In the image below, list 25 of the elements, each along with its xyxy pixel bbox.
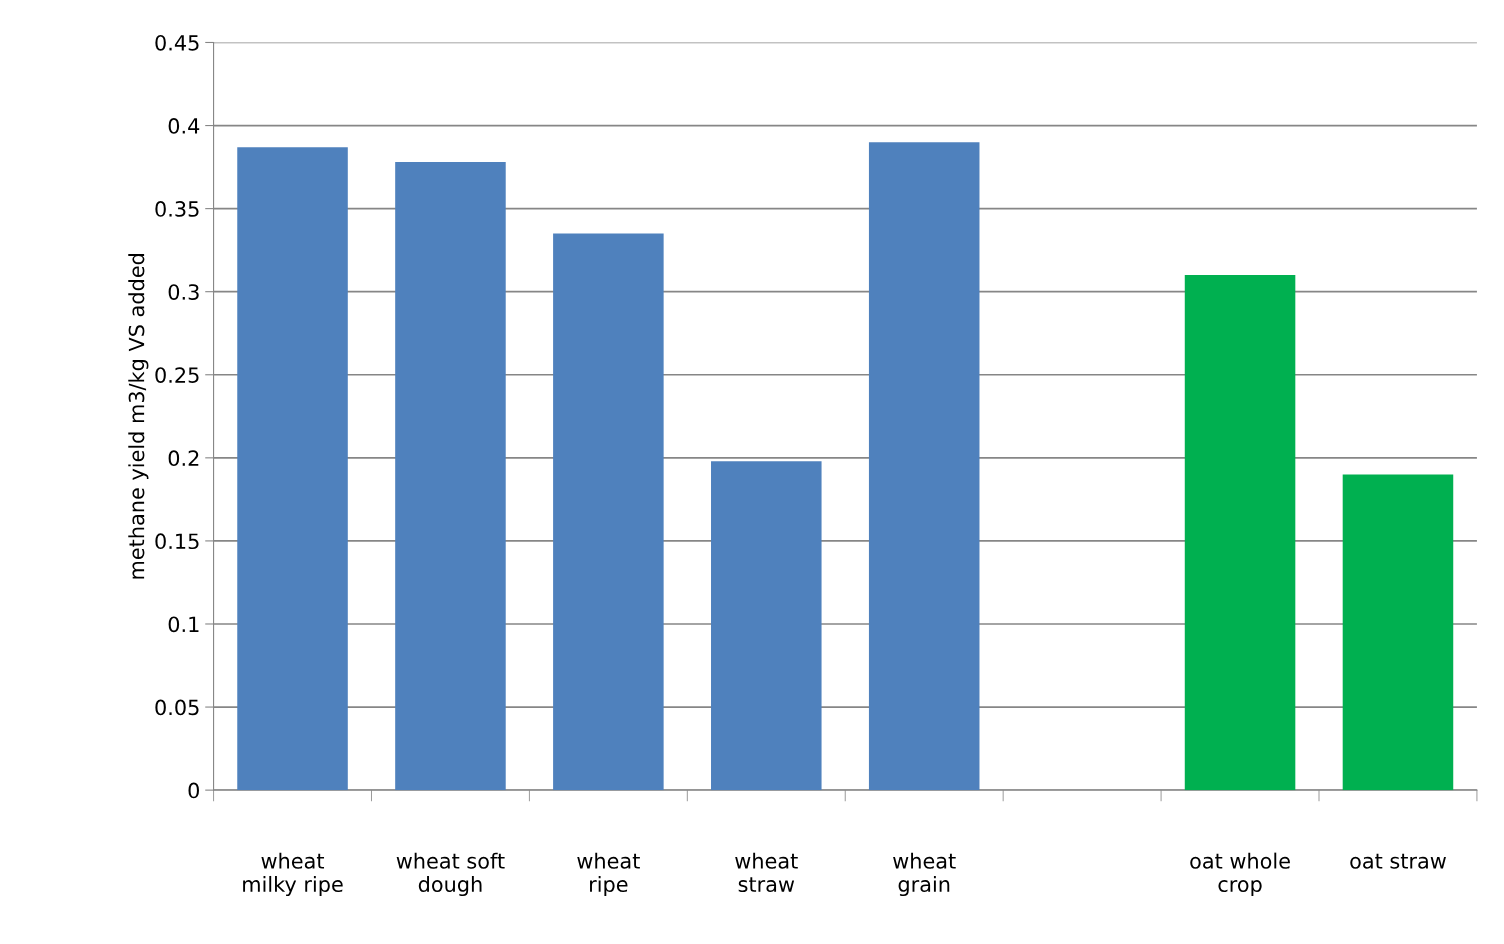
y-tick-label: 0.4 bbox=[168, 118, 200, 134]
bar bbox=[395, 162, 506, 791]
x-tick-label: oat whole crop bbox=[1190, 852, 1290, 897]
x-tick-label: wheat grain bbox=[893, 852, 956, 897]
bar bbox=[1342, 474, 1454, 791]
y-tick-label: 0.1 bbox=[168, 616, 199, 633]
x-tick-label: wheat soft dough bbox=[396, 852, 505, 897]
y-tick-label: 0.15 bbox=[155, 533, 199, 550]
bar bbox=[553, 233, 664, 791]
y-tick-label: 0.05 bbox=[155, 699, 199, 716]
x-tick-label: oat straw bbox=[1350, 853, 1446, 869]
bar bbox=[1184, 275, 1296, 791]
y-tick-label: 0.25 bbox=[155, 367, 199, 383]
x-tick-label: wheat straw bbox=[735, 852, 798, 893]
y-tick-label: 0.3 bbox=[168, 284, 199, 300]
y-tick-label: 0.45 bbox=[155, 34, 199, 51]
y-tick-label: 0.35 bbox=[155, 201, 199, 217]
bar bbox=[868, 142, 980, 791]
bar bbox=[711, 461, 822, 791]
y-tick-label: 0 bbox=[188, 782, 199, 799]
bar bbox=[237, 147, 348, 791]
x-tick-label: wheat ripe bbox=[577, 852, 640, 897]
y-axis-title: methane yield m3/kg VS added bbox=[128, 254, 149, 579]
y-tick-label: 0.2 bbox=[168, 450, 199, 467]
x-tick-label: wheat milky ripe bbox=[243, 852, 343, 897]
